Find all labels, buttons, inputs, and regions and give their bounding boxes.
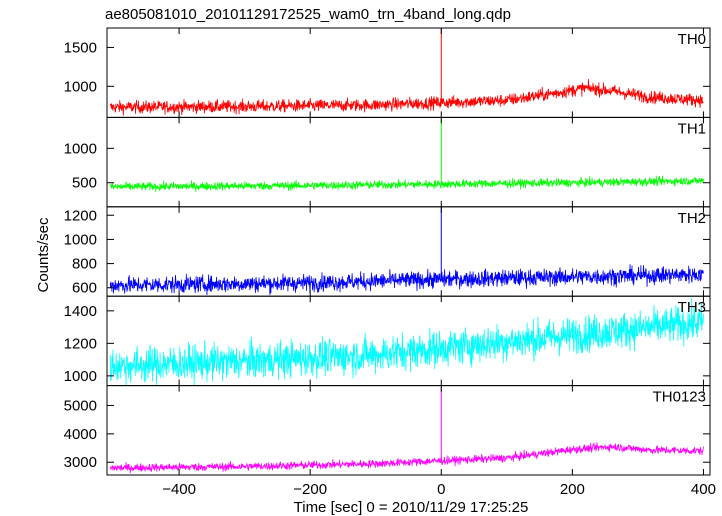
x-axis-label: Time [sec] 0 = 2010/11/29 17:25:25 — [294, 499, 529, 516]
x-tick-label: 0 — [437, 481, 445, 498]
y-tick-label: 4000 — [64, 426, 97, 443]
panel-th0123: 3000 4000 5000 TH0123 — [64, 385, 711, 476]
y-tick-label: 600 — [72, 280, 97, 297]
y-tick-label: 1000 — [64, 78, 97, 95]
panel-frame — [106, 116, 711, 208]
y-tick-label: 5000 — [64, 397, 97, 414]
x-tick-label: −200 — [293, 481, 327, 498]
series-line-th1 — [109, 175, 704, 192]
panel-label-th2: TH2 — [678, 210, 706, 227]
x-tick-label: 200 — [560, 481, 585, 498]
panel-label-th0: TH0 — [678, 31, 706, 48]
y-tick-label: 800 — [72, 256, 97, 273]
panels-group: 1000 1500 TH0 500 1000 TH1 600 800 1000 1200 TH2 10… — [64, 27, 716, 498]
x-tick-label: 400 — [691, 481, 716, 498]
x-tick-label: −400 — [162, 481, 196, 498]
panel-th0: 1000 1500 TH0 — [64, 27, 711, 118]
panel-th2: 600 800 1000 1200 TH2 — [64, 206, 711, 297]
series-line-th3 — [109, 298, 704, 386]
y-tick-label: 500 — [72, 175, 97, 192]
y-tick-label: 1000 — [64, 368, 97, 385]
panel-th3: 1000 1200 1400 TH3 — [64, 295, 711, 387]
panel-label-th3: TH3 — [678, 299, 706, 316]
y-tick-label: 1200 — [64, 207, 97, 224]
chart-title: ae805081010_20101129172525_wam0_trn_4ban… — [105, 6, 511, 23]
panel-th1: 500 1000 TH1 — [64, 116, 711, 208]
y-tick-label: 1400 — [64, 303, 97, 320]
y-axis-label: Counts/sec — [35, 217, 52, 293]
series-line-th0 — [109, 79, 704, 116]
panel-label-th0123: TH0123 — [653, 389, 706, 406]
y-tick-label: 1000 — [64, 140, 97, 157]
series-line-th2 — [109, 264, 704, 296]
y-tick-label: 1000 — [64, 231, 97, 248]
y-tick-label: 3000 — [64, 454, 97, 471]
panel-label-th1: TH1 — [678, 120, 706, 137]
panel-frame — [106, 295, 711, 387]
panel-frame — [106, 385, 711, 476]
series-line-th0123 — [110, 442, 704, 474]
y-tick-label: 1200 — [64, 335, 97, 352]
y-tick-label: 1500 — [64, 39, 97, 56]
